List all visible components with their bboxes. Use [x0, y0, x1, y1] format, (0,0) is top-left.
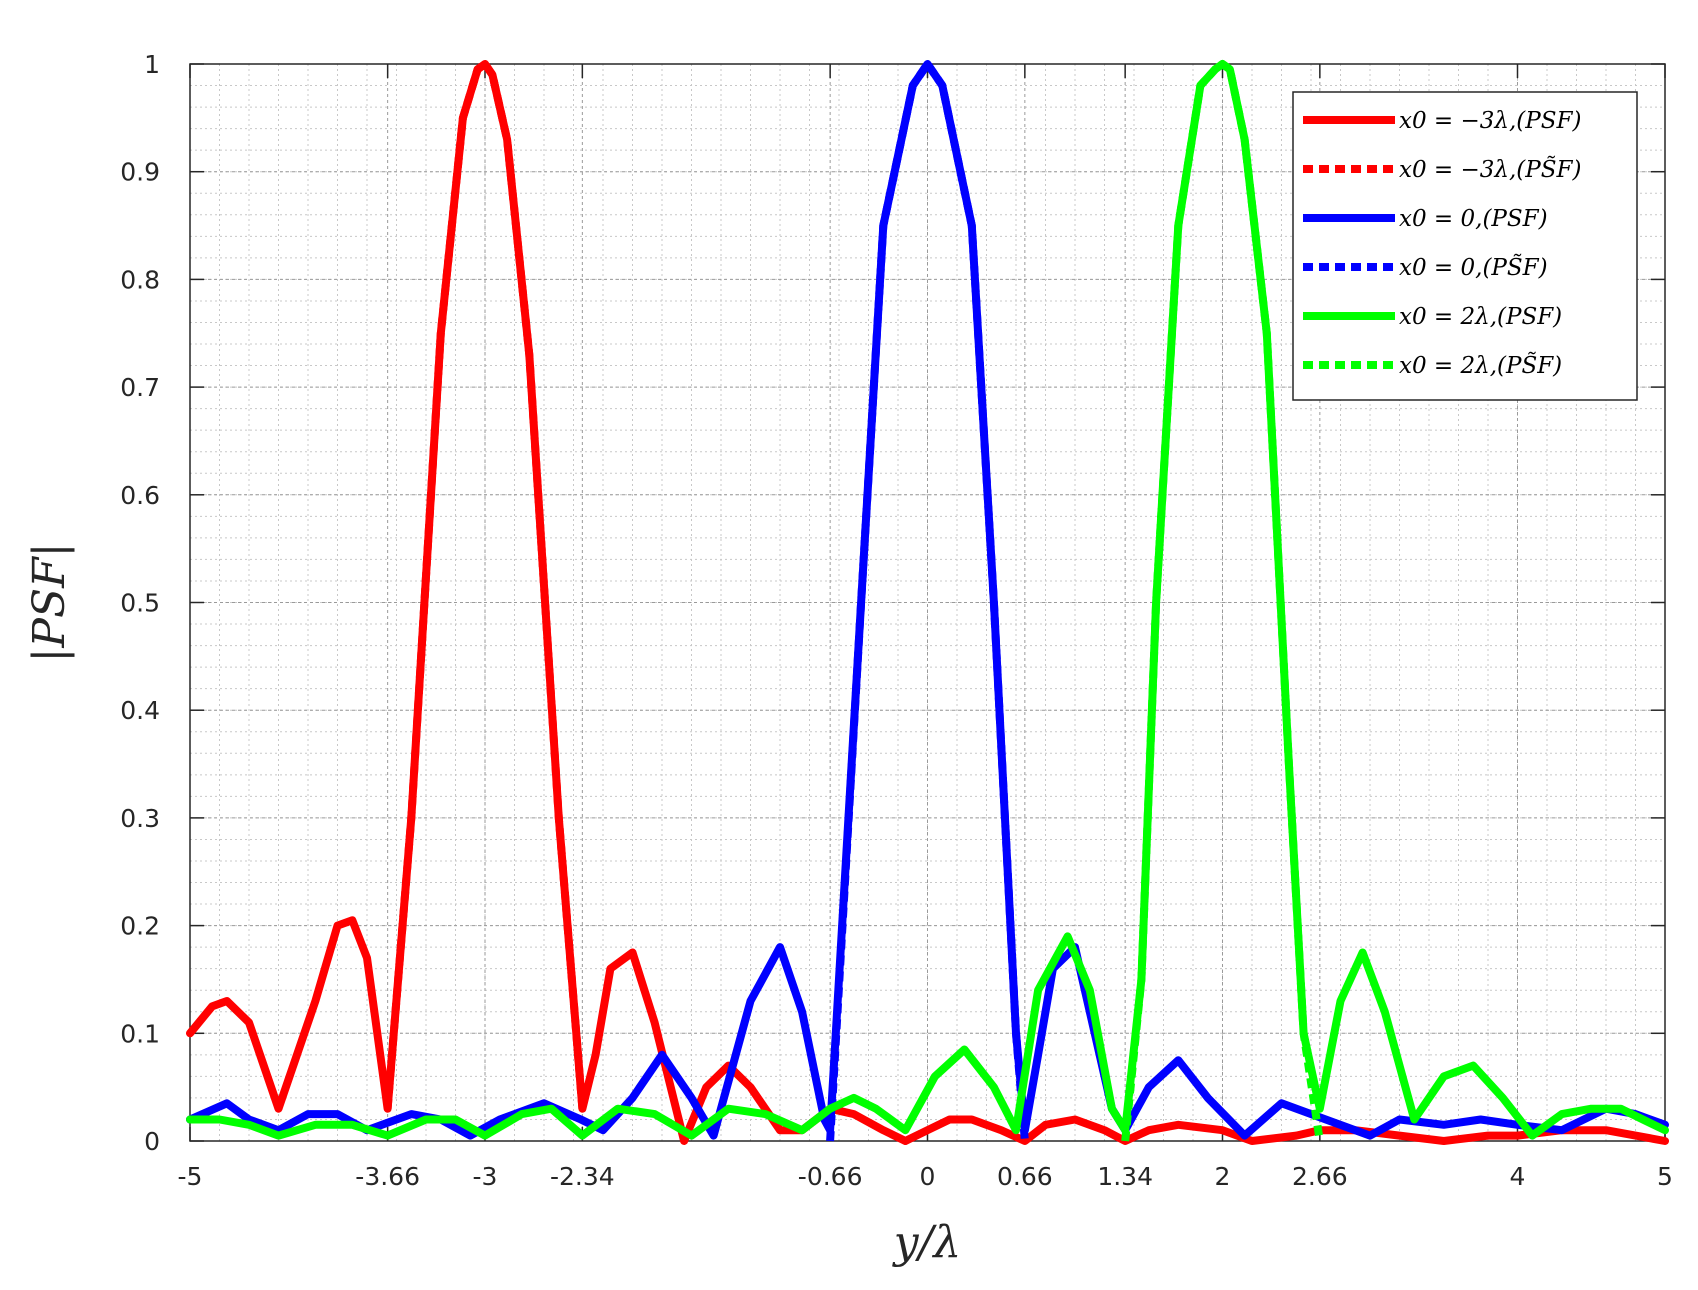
series-line-5	[1121, 60, 1324, 1142]
x-tick-label: -3.66	[355, 1162, 420, 1191]
y-tick-label: 0.1	[120, 1019, 160, 1048]
y-axis-title: |PSF|	[24, 543, 75, 663]
x-tick-label: 2.66	[1292, 1162, 1348, 1191]
legend-label-5: x0 = 2λ,(PS̃F)	[1399, 353, 1562, 379]
legend: x0 = −3λ,(PSF) x0 = −3λ,(PS̃F) x0 = 0,(PSF…	[1292, 91, 1638, 401]
x-tick-label: -0.66	[798, 1162, 863, 1191]
x-tick-label: -3	[473, 1162, 498, 1191]
legend-label-3: x0 = 0,(PS̃F)	[1399, 255, 1548, 281]
x-tick-label: -2.34	[550, 1162, 615, 1191]
x-tick-label: 4	[1510, 1162, 1526, 1191]
series-line-2	[186, 60, 1669, 1140]
x-tick-label: 0.66	[997, 1162, 1053, 1191]
series-layer	[186, 60, 1669, 1145]
legend-label-4: x0 = 2λ,(PSF)	[1399, 304, 1562, 330]
x-tick-label: 1.34	[1097, 1162, 1153, 1191]
legend-label-1: x0 = −3λ,(PS̃F)	[1399, 157, 1581, 183]
legend-box	[1292, 91, 1638, 401]
x-tick-label: -5	[178, 1162, 203, 1191]
y-tick-label: 0.7	[120, 373, 160, 402]
y-tick-label: 0.6	[120, 481, 160, 510]
x-axis-tick-labels: -5 -3.66 -3 -2.34 -0.66 0 0.66 1.34 2 2.66 4 5	[178, 1162, 1673, 1191]
legend-label-0: x0 = −3λ,(PSF)	[1399, 108, 1581, 134]
x-tick-label: 0	[920, 1162, 936, 1191]
x-axis-title: y/λ	[892, 1217, 962, 1268]
x-tick-label: 2	[1215, 1162, 1231, 1191]
y-axis-tick-labels: 0 0.1 0.2 0.3 0.4 0.5 0.6 0.7 0.8 0.9 1	[120, 50, 160, 1156]
legend-label-2: x0 = 0,(PSF)	[1399, 206, 1548, 232]
y-tick-label: 0.4	[120, 696, 160, 725]
x-tick-label: 5	[1657, 1162, 1673, 1191]
series-line-3	[826, 60, 1029, 1142]
y-tick-label: 0.2	[120, 912, 160, 941]
y-tick-label: 0	[144, 1127, 160, 1156]
y-tick-label: 0.9	[120, 158, 160, 187]
y-tick-label: 0.3	[120, 804, 160, 833]
y-tick-label: 0.5	[120, 589, 160, 618]
series-line-4	[186, 60, 1669, 1140]
series-line-1	[383, 60, 587, 1110]
y-tick-label: 0.8	[120, 265, 160, 294]
y-tick-label: 1	[144, 50, 160, 79]
